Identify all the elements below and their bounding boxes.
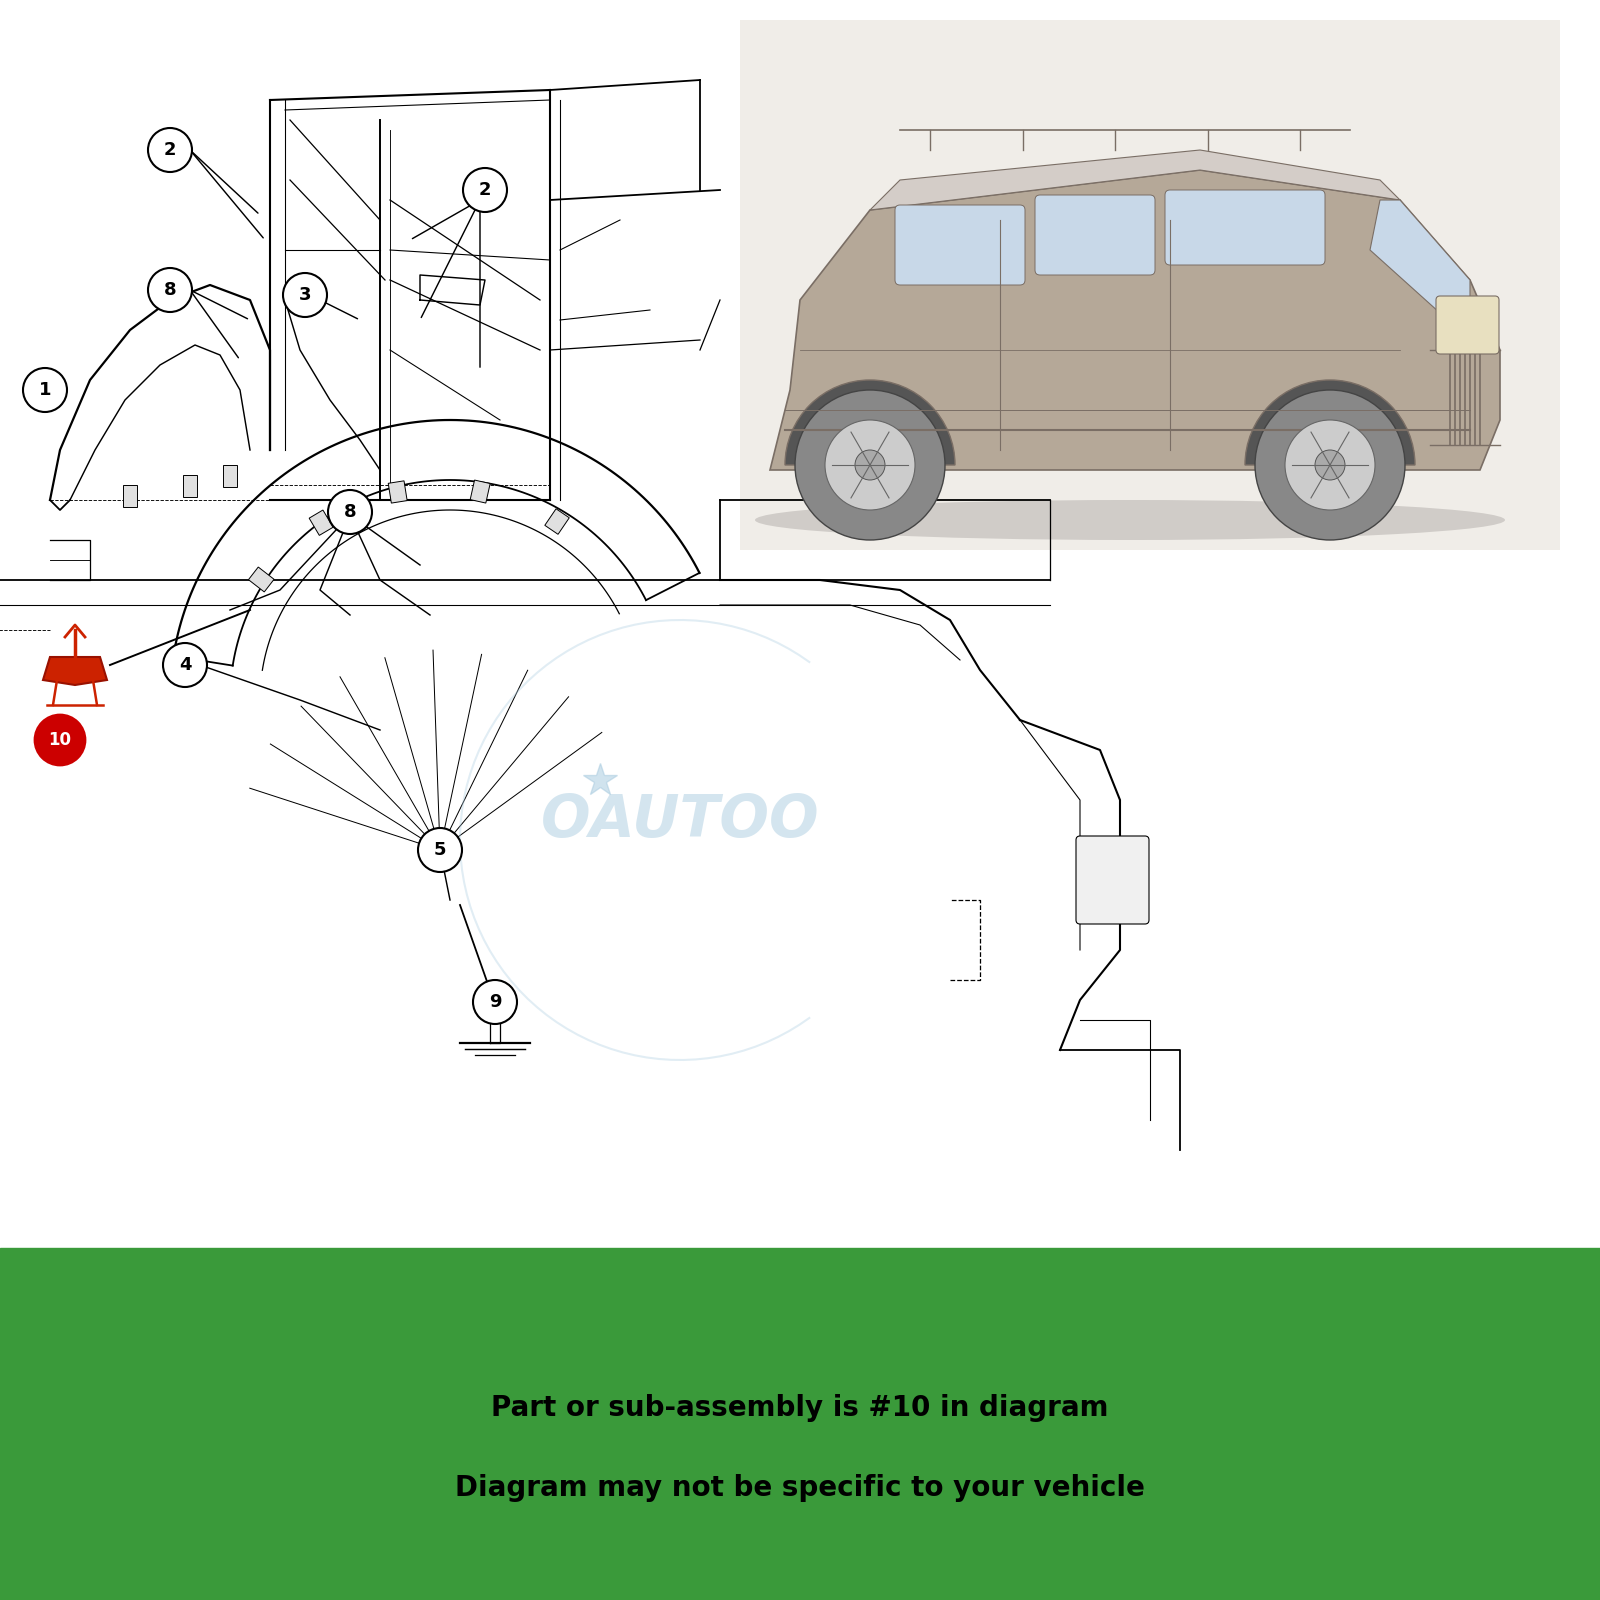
Circle shape (1254, 390, 1405, 541)
Bar (123, 485, 138, 507)
Bar (182, 475, 197, 498)
Circle shape (826, 419, 915, 510)
Text: 5: 5 (434, 842, 446, 859)
Circle shape (328, 490, 371, 534)
Text: 3: 3 (299, 286, 312, 304)
Circle shape (35, 715, 85, 765)
Circle shape (795, 390, 946, 541)
Circle shape (283, 274, 326, 317)
Circle shape (1315, 450, 1346, 480)
Text: 10: 10 (48, 731, 72, 749)
Circle shape (22, 368, 67, 411)
Text: 2: 2 (163, 141, 176, 158)
Wedge shape (1245, 379, 1414, 466)
Wedge shape (786, 379, 955, 466)
Bar (309, 510, 333, 536)
Circle shape (147, 267, 192, 312)
Circle shape (462, 168, 507, 211)
Bar (389, 482, 406, 502)
FancyBboxPatch shape (1035, 195, 1155, 275)
Polygon shape (870, 150, 1400, 210)
Ellipse shape (755, 499, 1506, 541)
Text: 8: 8 (163, 282, 176, 299)
Bar (0, 1248, 1600, 1600)
Text: 2: 2 (478, 181, 491, 198)
Text: Part or sub-assembly is #10 in diagram: Part or sub-assembly is #10 in diagram (491, 1394, 1109, 1422)
Text: 1: 1 (38, 381, 51, 398)
Circle shape (474, 979, 517, 1024)
Polygon shape (1370, 200, 1470, 341)
Circle shape (854, 450, 885, 480)
Circle shape (418, 829, 462, 872)
Bar (248, 566, 274, 592)
Bar (470, 480, 490, 502)
Bar (546, 509, 570, 534)
FancyBboxPatch shape (1077, 835, 1149, 925)
Text: Diagram may not be specific to your vehicle: Diagram may not be specific to your vehi… (454, 1474, 1146, 1502)
Circle shape (1285, 419, 1374, 510)
Circle shape (163, 643, 206, 686)
Polygon shape (770, 170, 1501, 470)
Text: OAUTOO: OAUTOO (541, 792, 819, 848)
Text: 9: 9 (488, 994, 501, 1011)
Circle shape (147, 128, 192, 171)
Polygon shape (43, 658, 107, 685)
FancyBboxPatch shape (1437, 296, 1499, 354)
Text: 4: 4 (179, 656, 192, 674)
Bar (739, 19, 1560, 550)
Bar (222, 466, 237, 486)
FancyBboxPatch shape (894, 205, 1026, 285)
Text: 8: 8 (344, 502, 357, 522)
FancyBboxPatch shape (1165, 190, 1325, 266)
